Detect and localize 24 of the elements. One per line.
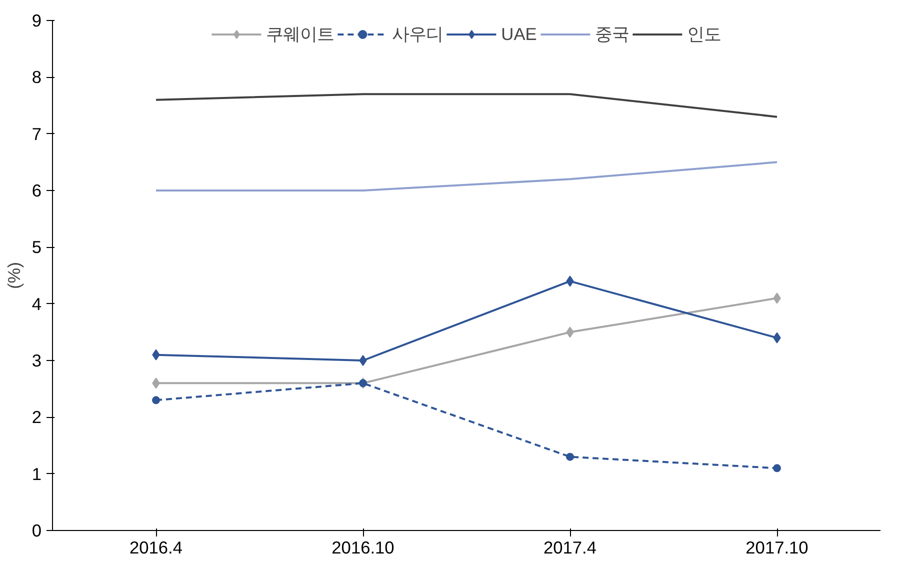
legend-label: 인도 (686, 23, 721, 46)
point (152, 396, 160, 404)
x-tick-label: 2016.4 (130, 538, 183, 558)
y-tick-label: 3 (32, 350, 42, 370)
x-tick-label: 2016.10 (332, 538, 394, 558)
y-tick-label: 9 (32, 10, 42, 30)
y-tick-label: 0 (32, 520, 42, 540)
y-axis-title: (%) (4, 262, 24, 289)
legend-label: 중국 (594, 23, 629, 46)
x-tick-label: 2017.10 (746, 538, 808, 558)
point (566, 452, 574, 461)
legend-label: UAE (501, 24, 537, 44)
y-tick-label: 7 (32, 124, 42, 144)
y-tick-label: 6 (32, 180, 42, 200)
x-tick-label: 2017.4 (544, 538, 597, 558)
y-tick-label: 5 (32, 237, 42, 258)
legend-label: 사우디 (392, 23, 444, 46)
legend-label: 쿠웨이트 (266, 23, 334, 46)
y-tick-label: 1 (32, 464, 42, 484)
y-tick-label: 4 (32, 294, 42, 314)
y-tick-label: 2 (32, 407, 42, 428)
point (359, 355, 367, 366)
point (773, 464, 781, 472)
y-tick-label: 8 (32, 67, 42, 88)
